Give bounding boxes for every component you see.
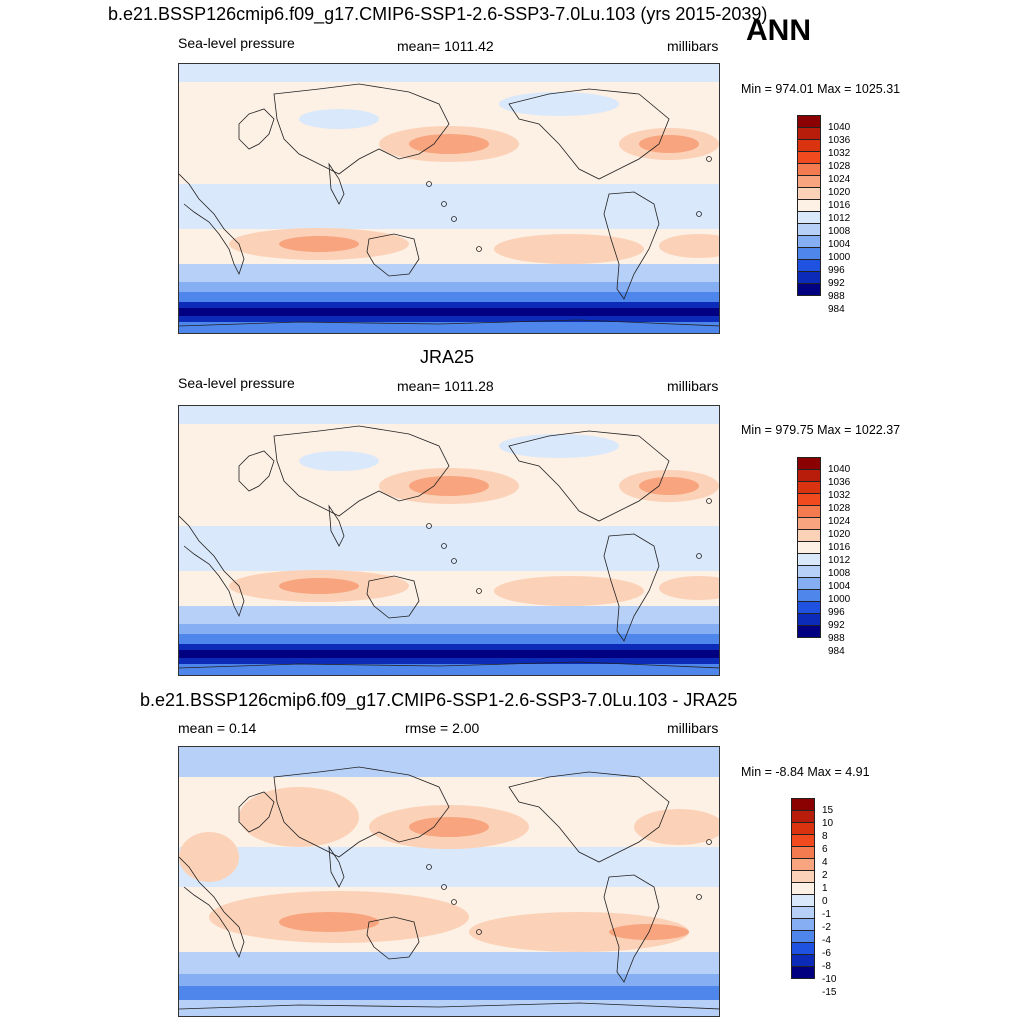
colorbar-label: -6 [822, 948, 831, 959]
colorbar-label: 984 [828, 646, 845, 657]
panel2-title: JRA25 [420, 347, 475, 367]
colorbar-label: 8 [822, 831, 828, 842]
colorbar-label: 992 [828, 278, 845, 289]
panel1-minmax: Min = 974.01 Max = 1025.31 [741, 82, 901, 96]
panel1-mean-label: mean= 1011.42 [397, 38, 494, 54]
panel2-minmax: Min = 979.75 Max = 1022.37 [741, 423, 901, 437]
colorbar-label: 984 [828, 304, 845, 315]
panel3-map [178, 746, 720, 1017]
colorbar-label: 1028 [828, 161, 851, 172]
colorbar-swatch [791, 966, 815, 979]
colorbar-label: 1012 [828, 555, 851, 566]
panel2-colorbar: 1040 1036 1032 1028 1024 1020 1016 1012 1008 1004… [797, 457, 850, 657]
colorbar-label: 0 [822, 896, 828, 907]
colorbar-label: 1024 [828, 516, 851, 527]
colorbar-label: 6 [822, 844, 828, 855]
panel2-left-label: Sea-level pressure [178, 375, 295, 391]
colorbar-label: 15 [822, 805, 834, 816]
colorbar-label: -1 [822, 909, 831, 920]
colorbar-label: -15 [822, 987, 837, 998]
panel3-mean-label: mean = 0.14 [178, 720, 257, 736]
colorbar-label: 1028 [828, 503, 851, 514]
colorbar-label: 1024 [828, 174, 851, 185]
colorbar-label: 10 [822, 818, 834, 829]
panel3-minmax: Min = -8.84 Max = 4.91 [741, 765, 870, 779]
season-label: ANN [746, 14, 811, 47]
panel2-map [178, 405, 720, 676]
panel3-units-label: millibars [667, 720, 719, 736]
colorbar-label: 1020 [828, 187, 851, 198]
colorbar-swatch [797, 625, 821, 638]
colorbar-label: 4 [822, 857, 828, 868]
colorbar-label: 1004 [828, 581, 851, 592]
panel2-mean-label: mean= 1011.28 [397, 378, 494, 394]
colorbar-label: 1032 [828, 490, 851, 501]
panel3-colorbar: 15 10 8 6 4 2 1 0 -1 -2 -4 -6 -8 -10 -15 [791, 798, 836, 998]
panel1-units-label: millibars [667, 38, 719, 54]
colorbar-label: 988 [828, 291, 845, 302]
panel1-colorbar: 1040 1036 1032 1028 1024 1020 1016 1012 1008 1004… [797, 115, 850, 315]
colorbar-label: 992 [828, 620, 845, 631]
colorbar-label: 996 [828, 265, 845, 276]
panel1-left-label: Sea-level pressure [178, 35, 295, 51]
colorbar-label: -10 [822, 974, 837, 985]
colorbar-label: 1000 [828, 594, 851, 605]
colorbar-swatch [797, 283, 821, 296]
colorbar-label: 996 [828, 607, 845, 618]
colorbar-label: 1032 [828, 148, 851, 159]
figure-title: b.e21.BSSP126cmip6.f09_g17.CMIP6-SSP1-2.… [108, 4, 768, 24]
colorbar-label: 1008 [828, 226, 851, 237]
colorbar-label: 1004 [828, 239, 851, 250]
colorbar-label: 1040 [828, 122, 851, 133]
colorbar-label: 1000 [828, 252, 851, 263]
colorbar-label: -2 [822, 922, 831, 933]
colorbar-label: 1008 [828, 568, 851, 579]
colorbar-label: 1020 [828, 529, 851, 540]
colorbar-label: -4 [822, 935, 831, 946]
panel3-title: b.e21.BSSP126cmip6.f09_g17.CMIP6-SSP1-2.… [140, 690, 738, 710]
colorbar-label: 2 [822, 870, 828, 881]
colorbar-label: 1036 [828, 477, 851, 488]
colorbar-label: 1 [822, 883, 828, 894]
colorbar-label: 988 [828, 633, 845, 644]
colorbar-label: -8 [822, 961, 831, 972]
colorbar-label: 1016 [828, 200, 851, 211]
panel3-rmse-label: rmse = 2.00 [405, 720, 480, 736]
colorbar-label: 1036 [828, 135, 851, 146]
colorbar-label: 1012 [828, 213, 851, 224]
panel2-units-label: millibars [667, 378, 719, 394]
panel1-map [178, 63, 720, 334]
colorbar-label: 1040 [828, 464, 851, 475]
colorbar-label: 1016 [828, 542, 851, 553]
